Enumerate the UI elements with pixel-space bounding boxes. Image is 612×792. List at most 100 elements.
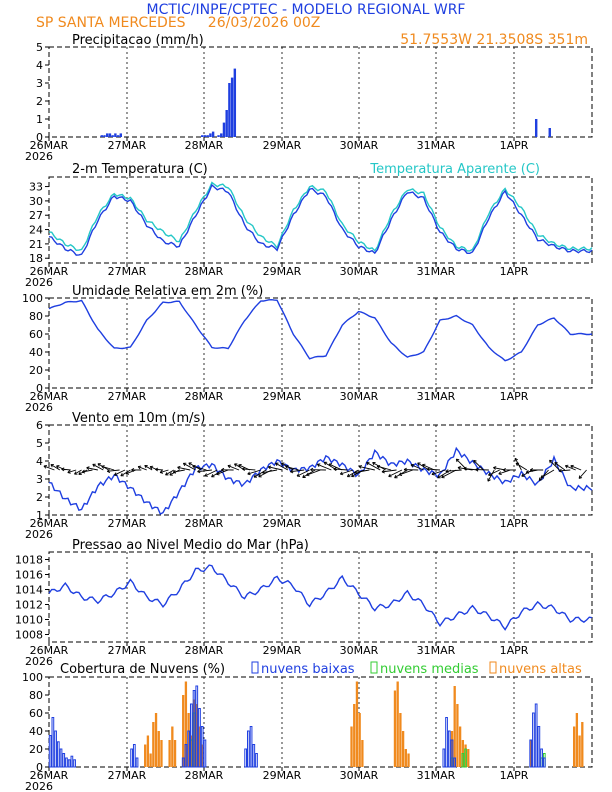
cloud-high-bar xyxy=(160,740,163,767)
wind-arrow xyxy=(473,459,484,471)
cloud-low-bar xyxy=(135,757,139,768)
cloud-high-bar xyxy=(399,713,402,767)
wind-arrow-head xyxy=(172,469,177,474)
wind-arrow xyxy=(275,462,289,471)
cloud-high-bar xyxy=(144,744,147,767)
y-tick-label: 80 xyxy=(29,310,43,323)
x-tick-label: 28MAR xyxy=(185,644,224,657)
wind-arrow-head xyxy=(242,467,246,472)
y-tick-label: 1018 xyxy=(15,554,43,567)
wind-arrow-head xyxy=(422,463,426,468)
wind-arrow xyxy=(296,469,310,477)
precip-bar xyxy=(220,133,223,137)
wind-arrow xyxy=(262,469,278,474)
wind-arrow-head xyxy=(253,474,258,478)
wind-arrow-head xyxy=(182,462,187,467)
wind-arrow xyxy=(366,462,381,471)
x-tick-label: 29MAR xyxy=(263,517,302,530)
wind-arrow xyxy=(268,466,283,471)
cloud-mid-bar xyxy=(464,748,467,768)
cloud-low-bar xyxy=(445,717,448,768)
cloud-low-bar xyxy=(184,744,188,768)
wind-arrow xyxy=(410,464,424,471)
cloud-high-bar xyxy=(168,740,171,767)
y-tick-label: 1 xyxy=(36,509,43,522)
wind-arrow xyxy=(125,469,137,475)
cloud-low-bar xyxy=(453,757,457,768)
wind-arrow-head xyxy=(358,465,362,469)
x-tick-label: 26MAR xyxy=(30,517,69,530)
wind-arrow xyxy=(173,469,185,473)
wind-arrow xyxy=(114,469,126,476)
cloud-high-bar xyxy=(578,735,581,767)
header-title: MCTIC/INPE/CPTEC - MODELO REGIONAL WRF xyxy=(147,2,466,18)
panel-frame xyxy=(48,176,593,264)
x-tick-label: 31MAR xyxy=(417,517,456,530)
wind-arrow-head xyxy=(285,465,289,469)
cloud-high-bar xyxy=(182,695,185,767)
cloud-high-bar xyxy=(393,690,397,767)
x-tick-label: 30MAR xyxy=(340,390,379,403)
cloud-low-bar xyxy=(537,726,541,768)
y-tick-label: 4 xyxy=(36,455,43,468)
wind-arrow-head xyxy=(131,468,135,472)
wind-arrow-head xyxy=(144,464,148,469)
x-axis-year: 2026 xyxy=(25,150,53,163)
cloud-high-bar xyxy=(361,740,364,767)
panel-frame xyxy=(48,551,593,643)
precip-bar xyxy=(116,135,120,137)
legend-apparent-temperature: Temperatura Aparente (C) xyxy=(369,162,540,177)
wind-arrow-head xyxy=(290,469,294,474)
cloud-high-bar xyxy=(355,681,359,767)
wind-arrow-head xyxy=(296,473,301,477)
wind-arrow-head xyxy=(106,469,111,473)
precip-bar xyxy=(100,135,103,137)
panel-frame xyxy=(48,297,593,389)
wind-arrow-head xyxy=(417,462,421,466)
wind-arrow-head xyxy=(188,462,192,466)
wind-arrow-head xyxy=(570,464,574,469)
y-tick-label: 0 xyxy=(36,131,43,144)
x-tick-label: 31MAR xyxy=(417,139,456,152)
wind-arrow-head xyxy=(475,467,479,472)
panel-4: 1 2 3 4 5 6 26MAR 27MAR 28MAR 29MAR 30MAR 31MAR 1APR… xyxy=(25,411,593,541)
cloud-high-bar xyxy=(192,699,196,767)
wind-arrow-head xyxy=(221,467,225,472)
y-tick-label: 5 xyxy=(36,41,43,54)
wind-arrow xyxy=(82,469,93,473)
x-tick-label: 30MAR xyxy=(340,517,379,530)
x-tick-label: 31MAR xyxy=(417,265,456,278)
wind-arrow-head xyxy=(388,473,392,478)
wind-arrow-head xyxy=(310,467,314,472)
wind-arrow xyxy=(204,469,218,477)
cloud-high-bar xyxy=(353,704,356,767)
cloud-low-bar xyxy=(67,759,71,768)
x-tick-label: 31MAR xyxy=(417,390,456,403)
legend-swatch xyxy=(251,661,259,674)
cloud-high-bar xyxy=(464,744,467,767)
wind-arrow-head xyxy=(56,465,60,469)
wind-arrow-head xyxy=(498,471,502,475)
cloud-low-bar xyxy=(198,708,201,768)
x-tick-label: 27MAR xyxy=(108,139,147,152)
x-tick-label: 26MAR xyxy=(30,390,69,403)
wind-arrow-head xyxy=(398,472,403,476)
cloud-high-bar xyxy=(198,726,201,767)
wind-arrow-head xyxy=(234,463,238,467)
wind-arrow-head xyxy=(487,478,491,482)
wind-arrow-head xyxy=(125,471,130,475)
cloud-low-bar xyxy=(48,735,52,768)
wind-arrow-head xyxy=(445,469,449,474)
wind-speed-line xyxy=(48,446,593,515)
cloud-high-bar xyxy=(195,704,198,767)
wind-arrow-head xyxy=(149,465,154,470)
y-tick-label: 1010 xyxy=(15,614,43,627)
wind-arrow-head xyxy=(159,470,164,474)
cloud-low-bar xyxy=(51,717,55,768)
wind-arrow xyxy=(358,465,375,471)
panel-frame xyxy=(48,424,593,516)
x-tick-label: 28MAR xyxy=(185,265,224,278)
cloud-low-bar xyxy=(59,748,63,768)
y-tick-label: 0 xyxy=(36,761,43,774)
x-tick-label: 29MAR xyxy=(263,265,302,278)
